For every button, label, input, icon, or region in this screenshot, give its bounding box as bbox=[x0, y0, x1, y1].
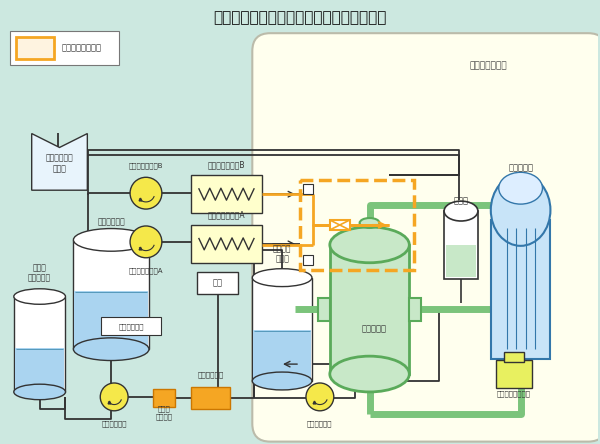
Ellipse shape bbox=[499, 172, 542, 204]
Polygon shape bbox=[32, 134, 88, 190]
Text: 燃料取替用水
タンク: 燃料取替用水 タンク bbox=[46, 154, 73, 173]
Text: ほう酸ライン: ほう酸ライン bbox=[118, 323, 144, 329]
Bar bbox=[253, 330, 311, 380]
Bar bbox=[74, 291, 148, 348]
Ellipse shape bbox=[330, 356, 409, 392]
Bar bbox=[303, 184, 313, 194]
Text: 原子炉格納容器: 原子炉格納容器 bbox=[470, 61, 508, 71]
Bar bbox=[318, 297, 330, 321]
Bar bbox=[330, 245, 409, 374]
Ellipse shape bbox=[359, 218, 379, 228]
Bar bbox=[504, 352, 524, 362]
Bar bbox=[330, 220, 350, 230]
Bar bbox=[15, 348, 64, 391]
Ellipse shape bbox=[14, 384, 65, 400]
Bar bbox=[444, 211, 478, 279]
Bar bbox=[16, 37, 53, 59]
Bar bbox=[300, 180, 414, 270]
Bar bbox=[153, 389, 175, 407]
Text: 余熱除去冷却器A: 余熱除去冷却器A bbox=[208, 210, 245, 219]
Text: 原子炉容器: 原子炉容器 bbox=[362, 325, 387, 334]
Circle shape bbox=[130, 177, 162, 209]
Bar bbox=[409, 297, 421, 321]
Text: 体積制御
タンク: 体積制御 タンク bbox=[273, 244, 292, 264]
Ellipse shape bbox=[330, 227, 409, 263]
Bar bbox=[496, 360, 532, 388]
Text: ：配管等取替範囲: ：配管等取替範囲 bbox=[62, 44, 101, 52]
Text: ほう酸
補給タンク: ほう酸 補給タンク bbox=[28, 263, 51, 283]
Circle shape bbox=[130, 226, 162, 258]
Text: 蒸気発生器: 蒸気発生器 bbox=[508, 164, 533, 173]
Text: １次冷却材ポンプ: １次冷却材ポンプ bbox=[497, 391, 530, 397]
Text: 加圧器: 加圧器 bbox=[454, 197, 469, 206]
Ellipse shape bbox=[73, 338, 149, 361]
Bar bbox=[101, 317, 161, 335]
Ellipse shape bbox=[14, 289, 65, 304]
Text: 余熱除去ポンプB: 余熱除去ポンプB bbox=[129, 163, 163, 169]
Ellipse shape bbox=[253, 372, 312, 390]
Text: 余熱除去冷却器B: 余熱除去冷却器B bbox=[208, 160, 245, 169]
Ellipse shape bbox=[444, 201, 478, 221]
Bar bbox=[14, 297, 65, 392]
Bar bbox=[253, 278, 312, 381]
Text: ほう酸ポンプ: ほう酸ポンプ bbox=[101, 421, 127, 428]
Bar bbox=[446, 245, 476, 277]
Bar bbox=[491, 220, 550, 359]
Text: 伊方発電所１号機　配管等取替工事概要図: 伊方発電所１号機 配管等取替工事概要図 bbox=[214, 10, 386, 25]
Bar bbox=[191, 225, 262, 263]
Bar bbox=[10, 31, 119, 65]
Text: ほう酸
フィルタ: ほう酸 フィルタ bbox=[155, 406, 172, 420]
Bar bbox=[191, 387, 230, 409]
Text: 純水: 純水 bbox=[212, 278, 223, 287]
Ellipse shape bbox=[491, 174, 550, 246]
Bar bbox=[73, 240, 149, 349]
Text: ほう酸タンク: ほう酸タンク bbox=[97, 217, 125, 226]
Bar bbox=[359, 223, 379, 245]
Circle shape bbox=[100, 383, 128, 411]
Text: ほう酸混合器: ほう酸混合器 bbox=[197, 372, 224, 378]
Text: 充てんポンプ: 充てんポンプ bbox=[307, 421, 332, 428]
Ellipse shape bbox=[73, 229, 149, 251]
Ellipse shape bbox=[253, 269, 312, 286]
Text: 余熱除去ポンプA: 余熱除去ポンプA bbox=[129, 268, 163, 274]
Bar bbox=[191, 175, 262, 213]
Circle shape bbox=[306, 383, 334, 411]
Bar bbox=[197, 272, 238, 293]
Bar bbox=[303, 255, 313, 265]
FancyBboxPatch shape bbox=[253, 33, 600, 442]
